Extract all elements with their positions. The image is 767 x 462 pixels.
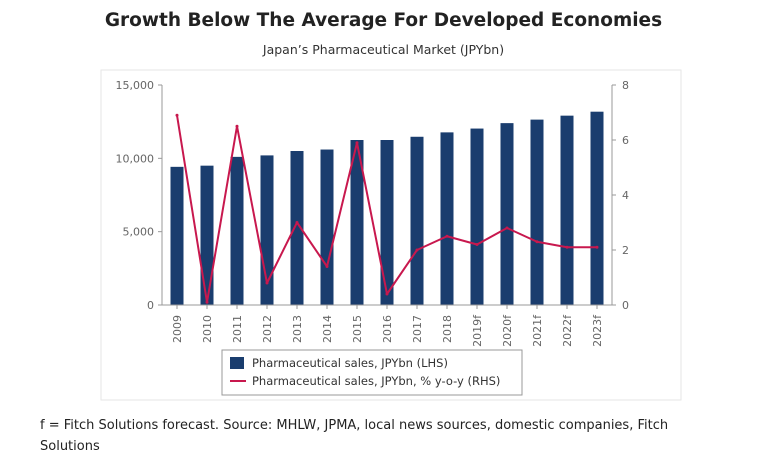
- growth-point: [235, 124, 239, 128]
- x-tick-label: 2009: [171, 315, 184, 343]
- left-tick-label: 5,000: [123, 226, 155, 239]
- bar: [440, 132, 454, 305]
- x-tick-label: 2019f: [471, 314, 484, 347]
- x-tick-label: 2011: [231, 315, 244, 343]
- left-tick-label: 15,000: [116, 79, 155, 92]
- chart-frame: [100, 69, 682, 401]
- bar: [290, 151, 304, 305]
- right-axis: 0 2 4 6 8: [611, 79, 629, 312]
- x-tick-label: 2010: [201, 315, 214, 343]
- legend-box: [221, 349, 523, 396]
- bar: [380, 140, 394, 305]
- bar: [410, 136, 424, 305]
- bar-series: [170, 111, 604, 306]
- x-tick-label: 2017: [411, 315, 424, 343]
- growth-point: [565, 245, 569, 249]
- x-tick-label: 2015: [351, 315, 364, 343]
- growth-point: [475, 243, 479, 246]
- growth-point: [325, 265, 329, 268]
- x-tick-label: 2013: [291, 315, 304, 343]
- growth-point: [385, 292, 389, 296]
- x-tick-label: 2016: [381, 315, 394, 343]
- bar: [200, 165, 214, 305]
- legend-bar-swatch: [230, 357, 244, 369]
- right-tick-label: 6: [622, 134, 629, 147]
- right-tick-label: 0: [622, 299, 629, 312]
- bar: [560, 115, 574, 305]
- right-tick-label: 8: [622, 79, 629, 92]
- legend: Pharmaceutical sales, JPYbn (LHS) Pharma…: [221, 349, 523, 396]
- right-tick-label: 4: [622, 189, 629, 202]
- growth-point: [205, 300, 209, 304]
- x-tick-label: 2020f: [501, 314, 514, 347]
- bar: [170, 166, 184, 305]
- left-tick-label: 0: [147, 299, 154, 312]
- bar: [590, 111, 604, 306]
- right-tick-label: 2: [622, 244, 629, 257]
- footnote: f = Fitch Solutions forecast. Source: MH…: [40, 418, 669, 454]
- chart-subtitle: Japan’s Pharmaceutical Market (JPYbn): [262, 42, 505, 57]
- bar: [320, 149, 334, 305]
- legend-line-label: Pharmaceutical sales, JPYbn, % y-o-y (RH…: [252, 374, 500, 388]
- growth-point: [175, 113, 179, 117]
- left-tick-label: 10,000: [116, 152, 155, 165]
- growth-point: [295, 221, 299, 224]
- chart-title: Growth Below The Average For Developed E…: [104, 10, 663, 31]
- bar: [530, 119, 544, 305]
- bar: [230, 156, 244, 305]
- growth-point: [535, 240, 539, 244]
- growth-point: [265, 281, 269, 285]
- growth-point: [445, 234, 449, 238]
- chart-svg: 0 5,000 10,000 15,000 0 2 4 6 8 2009 2010 2011 201…: [100, 69, 682, 401]
- x-tick-label: 2023f: [591, 314, 604, 347]
- growth-point: [355, 141, 359, 145]
- bar: [470, 128, 484, 305]
- x-tick-label: 2012: [261, 315, 274, 343]
- x-tick-label: 2021f: [531, 314, 544, 347]
- line-series: [175, 113, 599, 304]
- growth-point: [505, 226, 509, 230]
- growth-point: [595, 245, 599, 249]
- left-axis: 0 5,000 10,000 15,000: [116, 79, 163, 312]
- legend-bar-label: Pharmaceutical sales, JPYbn (LHS): [252, 356, 448, 370]
- bar: [500, 123, 514, 305]
- x-axis: 2009 2010 2011 2012 2013 2014 2015 2016 2017 2018…: [162, 304, 612, 347]
- x-tick-label: 2014: [321, 315, 334, 343]
- x-tick-label: 2018: [441, 315, 454, 343]
- growth-point: [415, 248, 419, 252]
- bar: [350, 140, 364, 305]
- x-tick-label: 2022f: [561, 314, 574, 347]
